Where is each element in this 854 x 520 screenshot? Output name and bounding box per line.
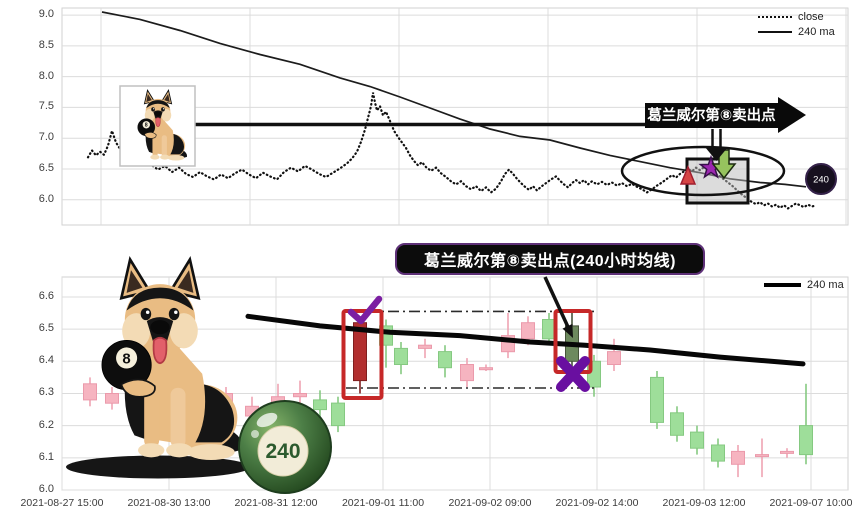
candle-body <box>731 450 745 465</box>
up-triangle-marker-icon <box>679 165 697 185</box>
candle-body <box>438 351 452 369</box>
legend-label: 240 ma <box>807 279 844 291</box>
bottom-y-tick-label: 6.1 <box>38 450 54 463</box>
double-down-arrowhead-icon <box>705 147 728 161</box>
candle-body <box>799 425 813 456</box>
bottom-y-tick-label: 6.0 <box>38 483 54 495</box>
candle-body <box>460 364 474 382</box>
top-y-tick-label: 9.0 <box>38 8 54 21</box>
candle-body <box>780 450 794 454</box>
highlight-box-candle-1 <box>341 309 384 400</box>
legend-label: 240 ma <box>798 26 835 38</box>
bottom-y-tick-label: 6.3 <box>38 386 54 399</box>
candle-body <box>479 367 493 371</box>
candle-body <box>711 444 725 462</box>
candle-body <box>690 431 704 449</box>
callout-arrow-line <box>543 276 570 328</box>
candle-body <box>607 351 621 366</box>
highlight-ellipse <box>620 145 786 197</box>
x-mark-icon <box>556 356 590 392</box>
candle-body <box>521 322 535 340</box>
top-y-tick-label: 7.0 <box>38 131 54 144</box>
bottom-legend: 240 ma <box>764 279 844 291</box>
x-tick-label: 2021-09-07 10:00 <box>769 497 853 509</box>
candle-body <box>394 347 408 365</box>
candle-body <box>418 344 432 349</box>
green-billiard-ball: 240 <box>238 400 332 494</box>
dotted-line-swatch-icon <box>758 16 792 18</box>
top-legend: close 240 ma <box>758 11 835 38</box>
legend-label: close <box>798 11 824 23</box>
dog-shadow <box>66 455 250 479</box>
top-y-tick-label: 6.0 <box>38 192 54 205</box>
legend-item-240ma-thick: 240 ma <box>764 279 844 291</box>
green-ball-number: 240 <box>265 440 300 463</box>
x-tick-label: 2021-09-01 11:00 <box>341 497 425 509</box>
candle-body <box>313 399 327 411</box>
top-y-tick-label: 8.5 <box>38 38 54 51</box>
x-tick-label: 2021-08-31 12:00 <box>234 497 318 509</box>
candle-body <box>293 393 307 398</box>
ball-highlight <box>256 412 278 428</box>
bottom-y-tick-label: 6.4 <box>38 354 54 367</box>
x-tick-label: 2021-08-27 15:00 <box>20 497 104 509</box>
banner-annotation-text: 葛兰威尔第⑧卖出点 <box>646 106 776 124</box>
bottom-y-tick-label: 6.6 <box>38 289 54 302</box>
check-mark-icon <box>347 295 383 325</box>
x-tick-label: 2021-09-03 12:00 <box>662 497 746 509</box>
candle-body <box>670 412 684 436</box>
solid-line-swatch-icon <box>758 31 792 33</box>
top-y-tick-label: 8.0 <box>38 69 54 82</box>
callout-arrowhead-icon <box>562 323 573 338</box>
x-tick-label: 2021-08-30 13:00 <box>127 497 211 509</box>
banner-arrowhead-icon <box>778 97 806 133</box>
top-y-tick-label: 6.5 <box>38 161 54 174</box>
callout-annotation-box: 葛兰威尔第⑧卖出点(240小时均线) <box>395 243 705 275</box>
legend-item-240ma: 240 ma <box>758 26 835 38</box>
candle-body <box>650 376 664 423</box>
ma-240-badge <box>805 163 837 195</box>
down-arrow-marker-icon <box>711 149 737 180</box>
x-tick-label: 2021-09-02 09:00 <box>448 497 532 509</box>
banner-annotation-box <box>645 103 778 128</box>
ma-240-badge-text: 240 <box>813 175 829 186</box>
top-y-tick-label: 7.5 <box>38 100 54 113</box>
thick-line-swatch-icon <box>764 283 801 287</box>
legend-item-close: close <box>758 11 835 23</box>
candle-body <box>331 402 345 427</box>
candle-body <box>755 454 769 458</box>
bottom-y-tick-label: 6.5 <box>38 322 54 335</box>
ball-highlight-small <box>251 430 259 438</box>
x-tick-label: 2021-09-02 14:00 <box>555 497 639 509</box>
green-ball-circle <box>257 425 309 477</box>
bottom-y-tick-label: 6.2 <box>38 418 54 431</box>
candle-body <box>83 383 97 401</box>
candle-body <box>105 393 119 404</box>
